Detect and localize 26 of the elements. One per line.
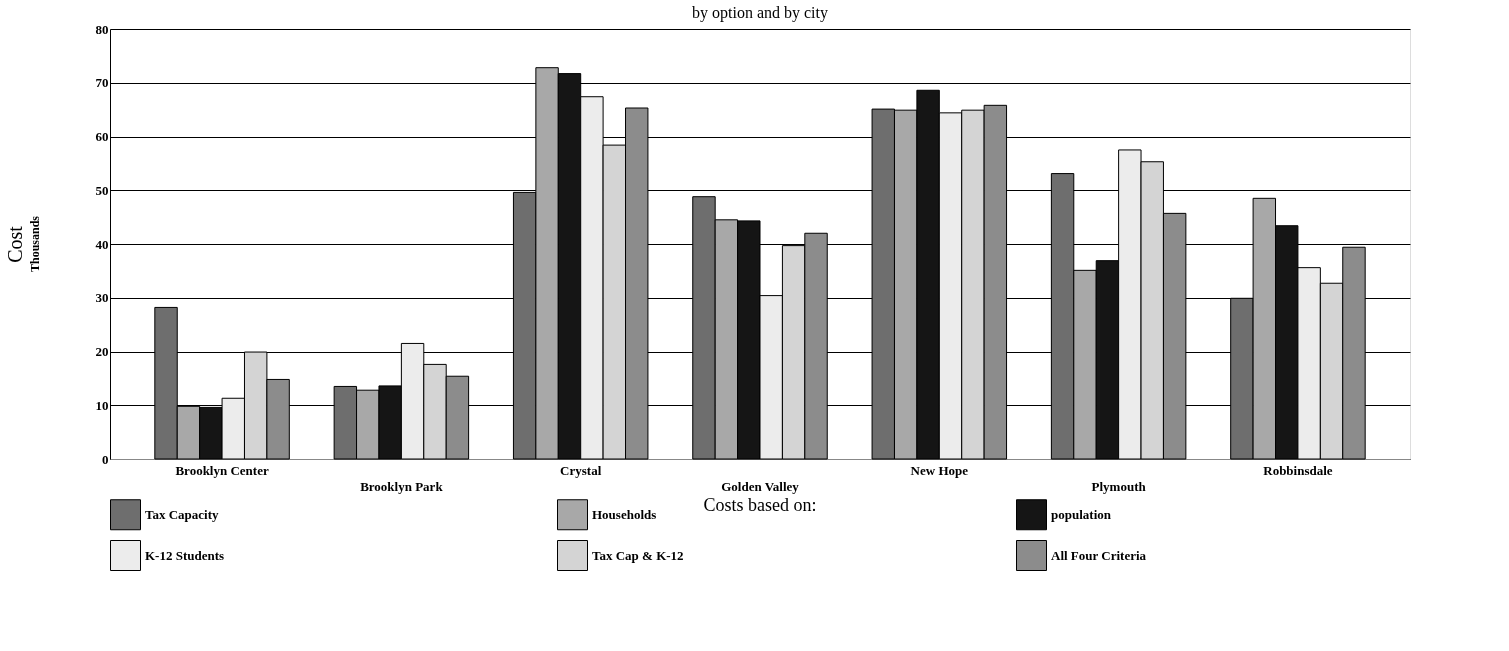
legend-label: population: [1051, 506, 1112, 522]
y-tick-label: 30: [95, 290, 109, 306]
y-axis-title: Cost: [3, 225, 26, 263]
x-tick-label: Robbinsdale: [1263, 463, 1333, 478]
x-tick-label: New Hope: [910, 463, 969, 478]
x-tick-label: Golden Valley: [721, 479, 800, 494]
legend-label: Tax Cap & K-12: [592, 547, 684, 563]
y-tick-label: 70: [95, 75, 109, 91]
text: Thousands: [28, 215, 42, 273]
x-tick-label: Brooklyn Park: [360, 479, 444, 494]
y-tick-label: 40: [95, 236, 109, 252]
x-tick-label: Plymouth: [1091, 479, 1147, 494]
legend-label: Tax Capacity: [145, 506, 220, 522]
x-tick-label: Crystal: [560, 463, 602, 478]
legend-label: All Four Criteria: [1051, 547, 1147, 563]
y-tick-label: 80: [95, 21, 109, 37]
y-tick-label: 20: [95, 344, 109, 359]
x-tick-label: Brooklyn Center: [175, 463, 269, 478]
x-axis-title: Costs based on:: [703, 495, 817, 515]
chart-title: by option and by city: [692, 4, 828, 22]
y-tick-label: 10: [95, 397, 109, 413]
legend-label: Households: [592, 506, 657, 522]
legend-label: K-12 Students: [145, 547, 225, 563]
y-tick-label: 50: [95, 182, 109, 198]
y-tick-label: 60: [95, 129, 109, 144]
y-tick-label: 0: [102, 451, 109, 467]
